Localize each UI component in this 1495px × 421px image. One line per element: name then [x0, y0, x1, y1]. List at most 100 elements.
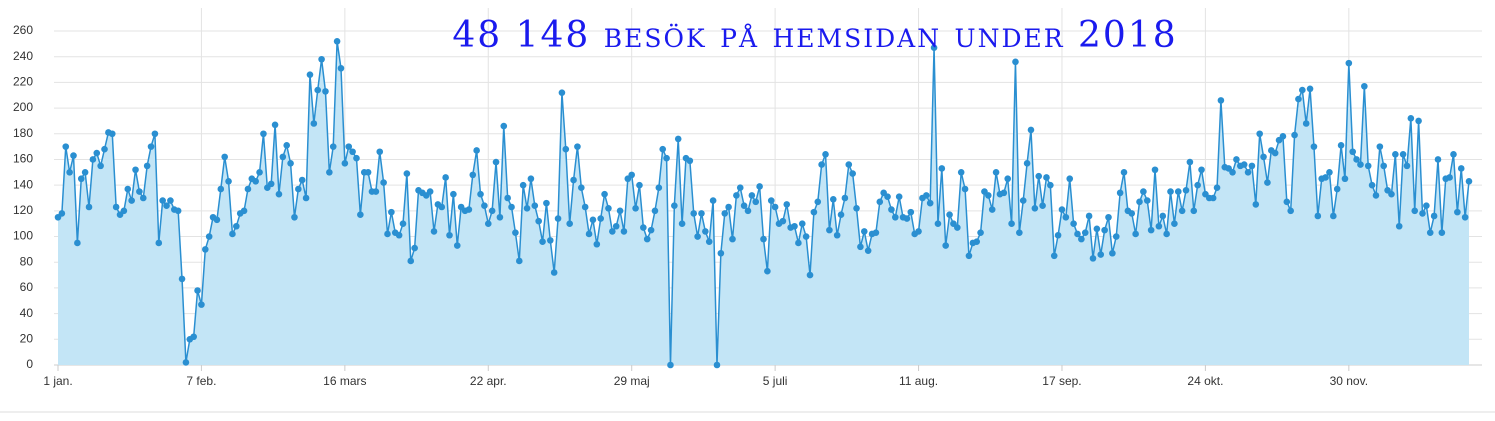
point [659, 145, 667, 153]
point [1252, 201, 1260, 208]
y-tick-label: 260 [13, 23, 33, 37]
point [1101, 226, 1108, 234]
point [221, 153, 228, 161]
point [388, 208, 395, 216]
point [1163, 230, 1170, 238]
point [946, 211, 953, 218]
point [267, 180, 275, 188]
point [605, 204, 612, 212]
y-tick-label: 100 [13, 229, 33, 243]
point [1174, 188, 1182, 195]
point [1054, 231, 1062, 239]
point [1337, 142, 1345, 149]
point [806, 271, 814, 279]
point [1078, 235, 1085, 243]
point [888, 206, 895, 213]
point [1016, 229, 1023, 236]
point [198, 301, 205, 308]
point [973, 238, 981, 245]
y-tick-label: 140 [13, 177, 33, 191]
point [1089, 255, 1097, 262]
point [643, 235, 651, 243]
point [384, 230, 391, 238]
point [938, 165, 946, 172]
point [1058, 206, 1066, 213]
point [1357, 161, 1364, 168]
point [1155, 222, 1163, 230]
point [89, 156, 97, 163]
point [314, 86, 322, 94]
point [1128, 210, 1136, 217]
point [853, 204, 860, 212]
point [1027, 126, 1035, 134]
y-tick-label: 160 [13, 152, 33, 166]
point [453, 242, 461, 249]
point [783, 201, 791, 208]
y-tick-label: 220 [13, 75, 33, 89]
point [1434, 156, 1442, 163]
x-tick-label: 1 jan. [43, 374, 72, 388]
point [1031, 204, 1039, 212]
point [954, 224, 961, 231]
point [1093, 225, 1101, 233]
point [1395, 222, 1403, 230]
point [112, 203, 120, 211]
point [1171, 220, 1178, 227]
point [1279, 133, 1287, 140]
point [1446, 174, 1453, 181]
point [985, 192, 992, 199]
point [764, 267, 771, 275]
point [399, 220, 407, 227]
point [143, 162, 151, 170]
point [108, 130, 116, 138]
point [504, 194, 511, 202]
x-tick-label: 30 nov. [1330, 374, 1368, 388]
point [589, 216, 597, 224]
point [1039, 202, 1046, 210]
point [256, 169, 263, 176]
point [1260, 153, 1267, 161]
point [957, 169, 965, 176]
point [279, 153, 287, 161]
y-tick-label: 200 [13, 100, 33, 114]
point [1426, 229, 1434, 236]
point [733, 192, 740, 199]
point [1217, 97, 1225, 104]
point [1240, 161, 1248, 168]
point [895, 193, 903, 201]
x-tick-label: 17 sep. [1042, 374, 1081, 388]
point [690, 210, 698, 217]
point [101, 145, 108, 153]
point [484, 220, 492, 227]
point [826, 226, 833, 234]
point [1302, 120, 1310, 127]
point [798, 220, 806, 227]
point [636, 181, 643, 189]
point [872, 229, 880, 236]
point [609, 228, 616, 235]
point [229, 230, 236, 238]
point [217, 185, 225, 193]
point [1167, 188, 1174, 195]
point [128, 197, 135, 204]
point [841, 194, 849, 202]
point [225, 178, 232, 185]
point [77, 175, 85, 183]
point [353, 154, 360, 162]
y-tick-label: 120 [13, 203, 33, 217]
point [515, 257, 523, 265]
point [1182, 186, 1190, 194]
point [1330, 212, 1337, 220]
point [760, 235, 767, 243]
point [341, 160, 349, 167]
point [1132, 230, 1139, 238]
point [1256, 130, 1263, 138]
point [992, 169, 1000, 176]
point [252, 178, 259, 185]
point [205, 233, 213, 240]
point [349, 148, 356, 156]
point [322, 88, 329, 95]
point [438, 203, 446, 211]
point [597, 215, 604, 222]
